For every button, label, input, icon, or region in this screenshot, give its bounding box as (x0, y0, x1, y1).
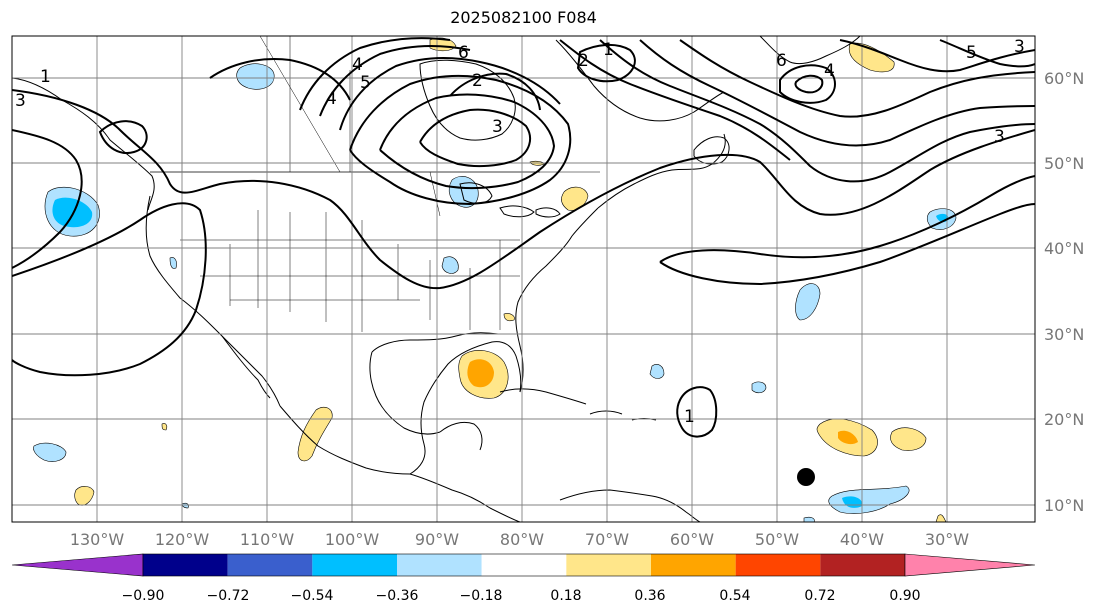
colorbar-tick-label: 0.90 (889, 588, 920, 604)
contour-label: 4 (824, 61, 835, 81)
colorbar-segment (143, 554, 228, 576)
lon-label: 120°W (155, 530, 210, 549)
colorbar-tick-label: −0.18 (460, 588, 503, 604)
colorbar-tick-label: 0.72 (804, 588, 835, 604)
lon-label: 50°W (755, 530, 799, 549)
colorbar-segment (735, 554, 821, 576)
negative-anomaly-shading (33, 63, 957, 522)
colorbar-segment (227, 554, 313, 576)
colorbar-segment (820, 554, 905, 576)
contour-label: 6 (458, 43, 469, 63)
contour-label: 6 (776, 51, 787, 71)
contour-label: 3 (15, 91, 26, 111)
lat-label: 50°N (1044, 154, 1084, 173)
colorbar-tick-label: −0.54 (291, 588, 334, 604)
lat-label: 20°N (1044, 410, 1084, 429)
height-contours (12, 37, 1035, 438)
colorbar-tick-label: −0.72 (207, 588, 250, 604)
lon-label: 130°W (70, 530, 125, 549)
contour-label: 3 (1014, 37, 1025, 57)
colorbar-extend-left (11, 553, 144, 577)
lon-label: 90°W (415, 530, 459, 549)
contour-label: 4 (326, 89, 337, 109)
colorbar-segment (651, 554, 736, 576)
colorbar-segment (312, 554, 397, 576)
colorbar-tick-label: −0.90 (122, 588, 165, 604)
lon-label: 70°W (585, 530, 629, 549)
colorbar-tick-label: 0.54 (719, 588, 750, 604)
lon-label: 100°W (325, 530, 380, 549)
lat-label: 30°N (1044, 325, 1084, 344)
lon-label: 110°W (240, 530, 295, 549)
lat-label: 10°N (1044, 496, 1084, 515)
lon-label: 40°W (840, 530, 884, 549)
contour-label: 2 (578, 51, 589, 71)
lon-label: 60°W (670, 530, 714, 549)
colorbar-segment (397, 554, 482, 576)
contour-label: 1 (603, 40, 614, 60)
contour-label: 1 (40, 67, 51, 87)
map-frame (11, 35, 1036, 523)
map-title: 2025082100 F084 (450, 8, 597, 27)
contour-label: 5 (966, 43, 977, 63)
colorbar-segment (566, 554, 651, 576)
colorbar-ticks: −0.90 −0.72 −0.54 −0.36 −0.18 0.18 0.36 … (122, 588, 921, 604)
contour-label: 4 (352, 55, 363, 75)
colorbar (11, 553, 1036, 577)
contour-label: 2 (472, 71, 483, 91)
contour-label: 3 (994, 127, 1005, 147)
contour-label: 3 (492, 117, 503, 137)
lon-label: 80°W (500, 530, 544, 549)
colorbar-extend-right (904, 553, 1036, 577)
coastlines (12, 36, 861, 522)
longitude-labels: 130°W 120°W 110°W 100°W 90°W 80°W 70°W 6… (70, 530, 969, 549)
lat-label: 40°N (1044, 239, 1084, 258)
contour-label: 5 (360, 73, 371, 93)
colorbar-tick-label: −0.36 (376, 588, 419, 604)
contour-labels: 1 3 4 6 2 2 1 5 4 3 4 6 5 1 3 3 (15, 37, 1025, 427)
colorbar-tick-label: 0.18 (550, 588, 581, 604)
colorbar-segment (481, 554, 567, 576)
contour-label: 1 (684, 407, 695, 427)
lon-label: 30°W (925, 530, 969, 549)
latitude-labels: 60°N 50°N 40°N 30°N 20°N 10°N (1044, 69, 1084, 515)
colorbar-tick-label: 0.36 (634, 588, 665, 604)
lat-label: 60°N (1044, 69, 1084, 88)
storm-center-dot (797, 468, 815, 486)
map-area (12, 36, 1035, 522)
